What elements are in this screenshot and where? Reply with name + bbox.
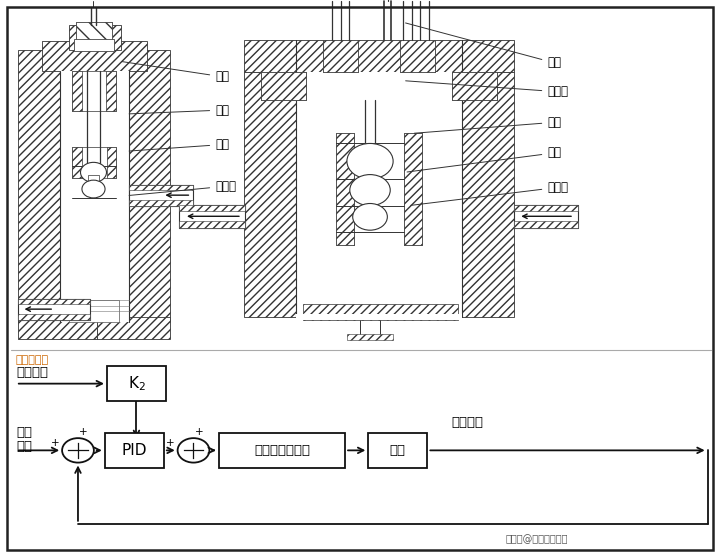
Bar	[106, 71, 116, 111]
Text: 蒸汽温度: 蒸汽温度	[451, 416, 483, 429]
Bar	[18, 299, 90, 304]
Text: 阀杆: 阀杆	[122, 62, 229, 83]
Bar	[129, 185, 193, 206]
Bar	[18, 317, 97, 339]
Bar	[261, 72, 306, 100]
Bar	[462, 72, 514, 317]
Bar	[129, 200, 193, 206]
Bar	[400, 40, 435, 72]
Text: 阀芯套: 阀芯套	[129, 180, 236, 196]
Text: 负压: 负压	[16, 426, 32, 439]
Bar	[244, 40, 514, 72]
Text: K$_2$: K$_2$	[128, 374, 145, 393]
Bar	[514, 221, 578, 228]
Bar	[323, 40, 358, 72]
Text: +: +	[51, 438, 59, 448]
Circle shape	[347, 143, 393, 179]
Bar	[400, 40, 435, 72]
Bar	[219, 433, 345, 468]
Bar	[88, 175, 99, 181]
Bar	[18, 50, 60, 322]
Bar	[296, 72, 462, 317]
Bar	[179, 205, 245, 228]
Text: 减温水调节阀门: 减温水调节阀门	[254, 444, 310, 457]
Bar	[323, 40, 358, 72]
Text: 工艺流程图: 工艺流程图	[16, 355, 49, 365]
Circle shape	[82, 180, 105, 198]
Bar	[360, 316, 380, 339]
Bar	[72, 71, 116, 111]
Text: +: +	[166, 438, 175, 448]
Bar	[107, 366, 166, 401]
Text: 阀芯: 阀芯	[407, 146, 561, 172]
Bar	[336, 133, 354, 245]
Bar	[368, 433, 427, 468]
Bar	[18, 299, 90, 320]
Circle shape	[62, 438, 94, 463]
Bar	[72, 147, 116, 178]
Bar	[336, 133, 354, 245]
Text: 上阀盖: 上阀盖	[406, 81, 568, 98]
Bar	[244, 72, 296, 317]
Text: PID: PID	[121, 443, 147, 458]
Bar	[452, 72, 497, 100]
Bar	[42, 41, 147, 71]
Circle shape	[352, 203, 387, 230]
Bar	[72, 147, 82, 178]
Bar	[69, 25, 121, 50]
Bar	[18, 314, 90, 320]
Text: 搜狐号@上海奇众阀门: 搜狐号@上海奇众阀门	[505, 534, 568, 544]
Bar	[129, 50, 170, 322]
Text: 阀芯套: 阀芯套	[411, 181, 568, 205]
Text: 蒸汽流量: 蒸汽流量	[16, 366, 48, 379]
Bar	[69, 300, 119, 322]
Bar	[72, 71, 82, 111]
Bar	[404, 133, 422, 245]
Bar	[404, 133, 422, 245]
Circle shape	[80, 162, 107, 182]
Bar	[107, 147, 116, 178]
Bar	[76, 22, 112, 42]
Text: 阀体: 阀体	[129, 103, 229, 117]
Bar	[347, 334, 393, 340]
Text: 阀芯: 阀芯	[129, 138, 229, 151]
Text: 阀杆: 阀杆	[406, 23, 561, 70]
Bar	[452, 72, 497, 100]
Bar	[261, 72, 306, 100]
Bar	[60, 71, 129, 322]
Bar	[303, 304, 458, 320]
Text: 管道: 管道	[390, 444, 406, 457]
Text: +: +	[195, 427, 204, 437]
Bar	[105, 433, 164, 468]
Bar	[97, 317, 170, 339]
Circle shape	[349, 175, 390, 206]
Bar	[514, 205, 578, 228]
Bar	[514, 205, 578, 211]
Bar	[296, 314, 462, 320]
Text: +: +	[79, 427, 88, 437]
Circle shape	[178, 438, 209, 463]
Bar	[179, 221, 245, 228]
Text: 阀体: 阀体	[414, 116, 561, 133]
Bar	[76, 22, 112, 42]
Bar	[74, 39, 114, 51]
Bar	[129, 185, 193, 190]
Text: 设定: 设定	[16, 440, 32, 453]
Bar	[179, 205, 245, 211]
